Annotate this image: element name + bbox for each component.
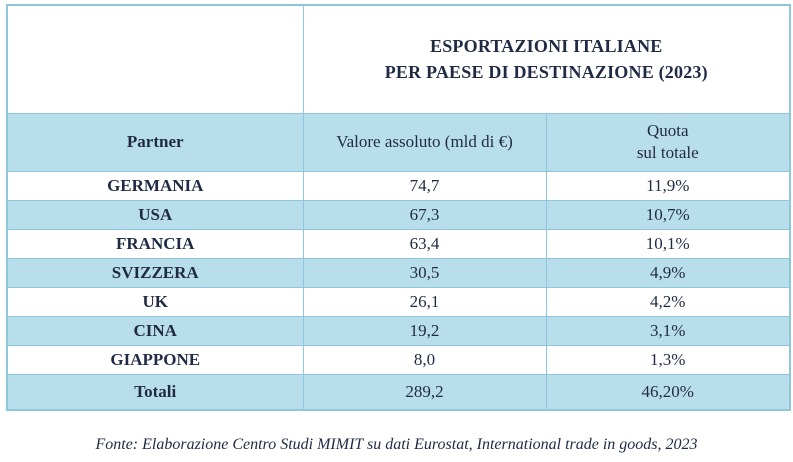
table-row: USA 67,3 10,7%	[6, 199, 791, 230]
value-cell: 63,4	[302, 228, 547, 259]
total-share: 46,20%	[545, 373, 791, 411]
partner-cell: UK	[6, 286, 304, 317]
partner-cell: SVIZZERA	[6, 257, 304, 288]
table-row: SVIZZERA 30,5 4,9%	[6, 257, 791, 288]
export-table-wrapper: ESPORTAZIONI ITALIANE PER PAESE DI DESTI…	[6, 4, 791, 411]
header-share: Quota sul totale	[545, 112, 791, 172]
title-blank-cell	[6, 4, 304, 114]
value-cell: 67,3	[302, 199, 547, 230]
partner-cell: CINA	[6, 315, 304, 346]
partner-cell: FRANCIA	[6, 228, 304, 259]
share-cell: 10,7%	[545, 199, 791, 230]
table-row: CINA 19,2 3,1%	[6, 315, 791, 346]
partner-cell: GERMANIA	[6, 170, 304, 201]
table-title-line1: ESPORTAZIONI ITALIANE	[430, 36, 663, 57]
header-share-line2: sul totale	[636, 143, 699, 162]
value-cell: 74,7	[302, 170, 547, 201]
header-share-line1: Quota	[646, 121, 689, 140]
source-note: Fonte: Elaborazione Centro Studi MIMIT s…	[95, 436, 698, 453]
header-partner: Partner	[6, 112, 304, 172]
share-cell: 4,2%	[545, 286, 791, 317]
table-row: FRANCIA 63,4 10,1%	[6, 228, 791, 259]
value-cell: 8,0	[302, 344, 547, 375]
value-cell: 26,1	[302, 286, 547, 317]
export-table: ESPORTAZIONI ITALIANE PER PAESE DI DESTI…	[6, 4, 791, 411]
value-cell: 30,5	[302, 257, 547, 288]
title-row: ESPORTAZIONI ITALIANE PER PAESE DI DESTI…	[6, 4, 791, 114]
share-cell: 11,9%	[545, 170, 791, 201]
share-cell: 3,1%	[545, 315, 791, 346]
partner-cell: GIAPPONE	[6, 344, 304, 375]
table-title: ESPORTAZIONI ITALIANE PER PAESE DI DESTI…	[302, 4, 791, 114]
table-title-line2: PER PAESE DI DESTINAZIONE (2023)	[384, 62, 708, 83]
table-row: GERMANIA 74,7 11,9%	[6, 170, 791, 201]
value-cell: 19,2	[302, 315, 547, 346]
table-row: UK 26,1 4,2%	[6, 286, 791, 317]
share-cell: 10,1%	[545, 228, 791, 259]
table-row: GIAPPONE 8,0 1,3%	[6, 344, 791, 375]
share-cell: 4,9%	[545, 257, 791, 288]
share-cell: 1,3%	[545, 344, 791, 375]
total-row: Totali 289,2 46,20%	[6, 373, 791, 411]
header-row: Partner Valore assoluto (mld di €) Quota…	[6, 112, 791, 172]
total-label: Totali	[6, 373, 304, 411]
partner-cell: USA	[6, 199, 304, 230]
total-value: 289,2	[302, 373, 547, 411]
header-value: Valore assoluto (mld di €)	[302, 112, 547, 172]
